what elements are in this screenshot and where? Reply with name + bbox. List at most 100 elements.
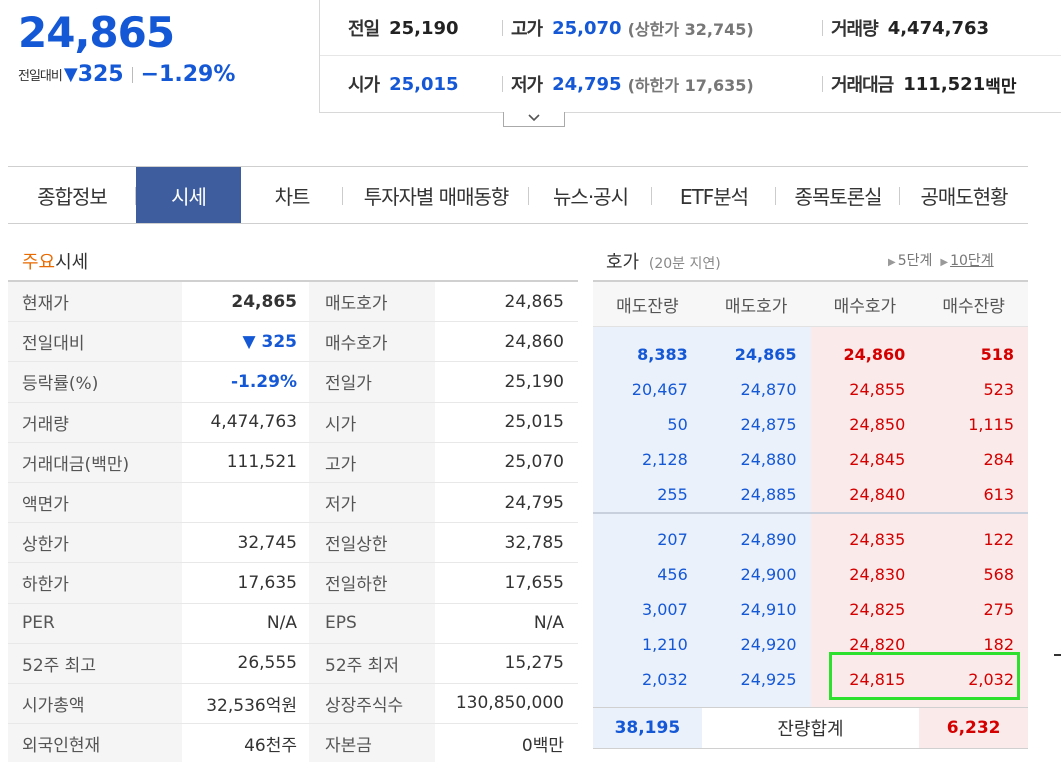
change-label: 전일대비: [18, 69, 63, 84]
amount-value: 111,521: [903, 73, 986, 95]
upper-limit: (상한가 32,745): [627, 20, 754, 39]
row-label: 자본금: [309, 724, 435, 762]
summary-row: 시가 25,015 저가 24,795 (하한가 17,635) 거래대금 11…: [320, 56, 1061, 112]
main-quotes-table: 현재가 24,865 매도호가 24,865 전일대비 ▼ 325 매수호가 24,860 …: [8, 280, 578, 762]
row-value: 26,555: [237, 653, 297, 674]
prev-close-value: 25,190: [389, 17, 459, 39]
lower-limit: (하한가 17,635): [627, 76, 754, 95]
table-row: 하한가 17,635 전일하한 17,655: [8, 563, 578, 604]
row-label: 저가: [309, 482, 435, 523]
summary-row: 전일 25,190 고가 25,070 (상한가 32,745) 거래량 4,4…: [320, 0, 1061, 56]
sell-qty: 3,007: [641, 600, 688, 619]
price-box: 24,865 전일대비 ▼ 325 −1.29%: [8, 0, 320, 113]
tab-quotes[interactable]: 시세: [136, 167, 241, 223]
expand-summary-button[interactable]: [503, 112, 565, 127]
total-label: 잔량합계: [777, 719, 844, 740]
summary-grid: 전일 25,190 고가 25,070 (상한가 32,745) 거래량 4,4…: [320, 0, 1061, 113]
buy-qty-column: 518 523 1,115 284 613 122 568 275 182 2,…: [919, 327, 1028, 707]
row-label: 외국인현재: [8, 724, 182, 762]
open-label: 시가: [348, 75, 380, 96]
row-label: 액면가: [8, 482, 182, 523]
table-row: 상한가 32,745 전일상한 32,785: [8, 523, 578, 564]
tab-label: 투자자별 매매동향: [363, 184, 510, 209]
section-title: 주요시세: [22, 248, 88, 274]
row-label: 52주 최저: [309, 643, 435, 683]
tab-etf-analysis[interactable]: ETF분석: [652, 167, 776, 223]
row-label: PER: [8, 603, 182, 643]
row-value: 32,745: [237, 532, 297, 553]
row-label: 매수호가: [309, 322, 435, 362]
buy-price: 24,830: [849, 565, 906, 584]
row-label: 고가: [309, 442, 435, 482]
current-price: 24,865: [18, 8, 175, 57]
table-row: 현재가 24,865 매도호가 24,865: [8, 282, 578, 323]
open-value: 25,015: [389, 73, 459, 95]
sell-price: 24,870: [740, 380, 797, 399]
high-label: 고가: [511, 19, 543, 40]
orderbook-title: 호가 (20분 지연): [606, 248, 721, 274]
row-value: 111,521: [226, 452, 297, 473]
tab-chart[interactable]: 차트: [241, 167, 343, 223]
total-sell-qty: 38,195: [593, 708, 702, 748]
triangle-down-icon: ▼: [63, 64, 78, 85]
step5-link[interactable]: ▶ 5단계: [888, 250, 932, 270]
buy-price: 24,815: [849, 670, 906, 689]
step10-link[interactable]: ▶ 10단계: [940, 250, 993, 270]
row-value: 32,536억원: [206, 695, 297, 716]
sell-price: 24,910: [740, 600, 797, 619]
sell-qty: 50: [667, 415, 688, 434]
low-cell: 저가 24,795 (하한가 17,635): [502, 56, 754, 112]
caret-right-icon: ▶: [888, 257, 896, 268]
sell-qty: 8,383: [637, 345, 688, 364]
row-value: [182, 483, 309, 522]
table-row: 외국인현재 46천주 자본금 0백만: [8, 724, 578, 762]
row-label: 시가총액: [8, 683, 182, 724]
row-label: 상장주식수: [309, 683, 435, 724]
tab-label: 종합정보: [37, 184, 108, 209]
row-value: 17,655: [504, 572, 564, 593]
row-value: 15,275: [504, 653, 564, 674]
tab-discussion[interactable]: 종목토론실: [776, 167, 900, 223]
row-label: 전일상한: [309, 523, 435, 563]
sell-price: 24,885: [740, 485, 797, 504]
tab-label: 공매도현황: [920, 184, 1009, 209]
tab-label: 뉴스·공시: [553, 184, 629, 209]
row-value: 4,474,763: [210, 412, 297, 433]
row-label: 전일대비: [8, 322, 182, 362]
row-value: 24,865: [231, 291, 297, 312]
sell-qty: 255: [657, 485, 688, 504]
step10-label: 10단계: [950, 253, 994, 269]
amount-unit: 백만: [985, 76, 1017, 97]
header-buy-qty: 매수잔량: [942, 296, 1005, 317]
buy-qty: 613: [983, 485, 1014, 504]
tab-short-selling[interactable]: 공매도현황: [900, 167, 1028, 223]
buy-price-column: 24,860 24,855 24,850 24,845 24,840 24,83…: [810, 327, 920, 707]
row-value: 46천주: [244, 736, 297, 757]
tab-overview[interactable]: 종합정보: [8, 167, 136, 223]
table-row: 등락률(%) -1.29% 전일가 25,190: [8, 362, 578, 403]
tab-investor-trend[interactable]: 투자자별 매매동향: [343, 167, 529, 223]
sell-qty: 207: [657, 530, 688, 549]
orderbook-title-text: 호가: [606, 252, 640, 273]
volume-label: 거래량: [831, 19, 879, 40]
row-label: 현재가: [8, 282, 182, 322]
buy-qty: 182: [983, 635, 1014, 654]
change-line: 전일대비 ▼ 325 −1.29%: [18, 62, 235, 87]
buy-qty: 518: [980, 345, 1014, 364]
high-value: 25,070: [552, 17, 622, 39]
row-label: 거래대금(백만): [8, 442, 182, 482]
buy-price: 24,850: [849, 415, 906, 434]
row-value: 130,850,000: [455, 693, 564, 714]
buy-qty: 284: [983, 450, 1014, 469]
orderbook-total-row: 38,195 잔량합계 6,232: [593, 707, 1028, 749]
row-label: 52주 최고: [8, 643, 182, 683]
tab-news[interactable]: 뉴스·공시: [529, 167, 652, 223]
buy-price: 24,845: [849, 450, 906, 469]
header-sell-price: 매도호가: [724, 296, 788, 317]
tab-label: 차트: [274, 184, 311, 209]
buy-qty: 275: [983, 600, 1014, 619]
row-label: 전일하한: [309, 563, 435, 603]
buy-price: 24,825: [849, 600, 906, 619]
tab-label: 종목토론실: [794, 184, 883, 209]
row-value: 17,635: [237, 572, 297, 593]
